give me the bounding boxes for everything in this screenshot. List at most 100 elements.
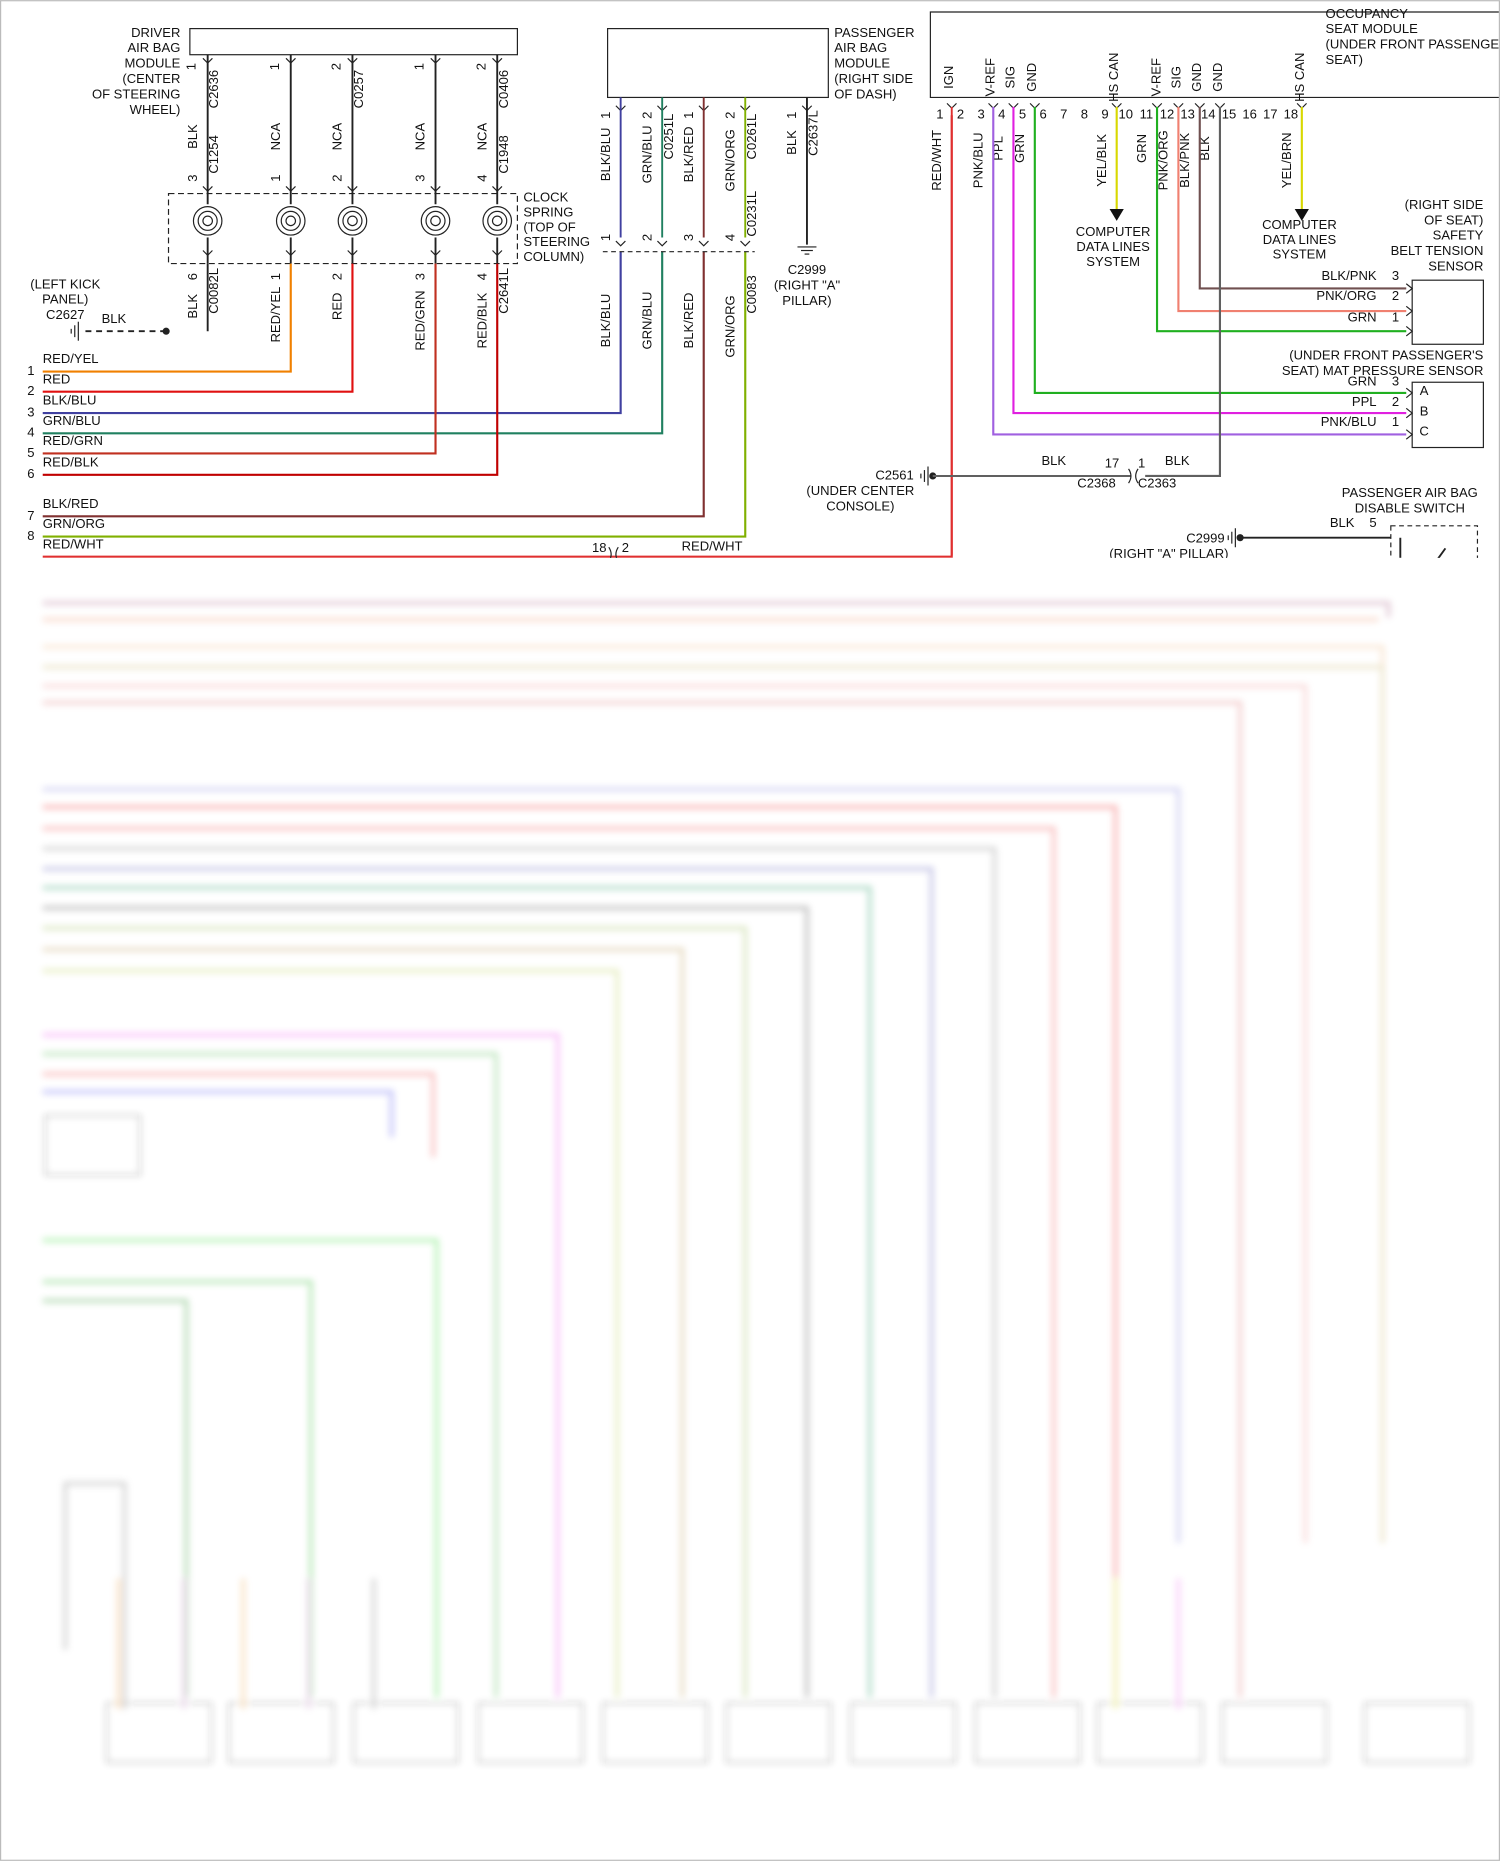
label: 3 bbox=[27, 405, 34, 420]
blurred-wire bbox=[42, 684, 1308, 1543]
box bbox=[44, 1115, 141, 1176]
wire bbox=[42, 251, 747, 538]
label: DRIVER bbox=[131, 25, 180, 40]
box bbox=[1097, 1702, 1203, 1763]
wire bbox=[1437, 547, 1447, 558]
label: BLK bbox=[1041, 453, 1066, 468]
label: 4 bbox=[722, 234, 737, 241]
label: (RIGHT "A" PILLAR) bbox=[1109, 546, 1228, 561]
label: BLK/BLU bbox=[598, 294, 613, 348]
pin bbox=[285, 57, 296, 64]
clock-spring-coil bbox=[337, 206, 368, 236]
label: RED/WHT bbox=[43, 536, 104, 551]
blurred-wire bbox=[42, 885, 872, 1698]
label: 3 bbox=[185, 174, 200, 181]
box bbox=[1364, 1702, 1470, 1763]
label: 2 bbox=[27, 383, 34, 398]
box bbox=[353, 1702, 459, 1763]
label: BELT TENSION bbox=[1391, 243, 1484, 258]
label: 16 bbox=[1242, 107, 1257, 122]
label: V-REF bbox=[1148, 58, 1163, 96]
clock-spring-coil bbox=[275, 206, 306, 236]
label: RED bbox=[43, 371, 71, 386]
label: GRN/ORG bbox=[722, 129, 737, 191]
label: BLK/RED bbox=[681, 293, 696, 349]
box bbox=[929, 11, 1499, 99]
label: 3 bbox=[413, 273, 428, 280]
wire bbox=[42, 263, 354, 393]
blurred-wire bbox=[42, 805, 1118, 1698]
blurred-wire bbox=[42, 969, 619, 1698]
label: 15 bbox=[1222, 107, 1237, 122]
label: RED/WHT bbox=[682, 539, 743, 554]
clock-spring-coil bbox=[192, 206, 223, 236]
clock-spring-coil bbox=[491, 215, 503, 227]
label: 1 bbox=[1138, 456, 1145, 471]
pin bbox=[202, 57, 213, 64]
box bbox=[1390, 525, 1479, 558]
label: NCA bbox=[474, 123, 489, 151]
label: 1 bbox=[784, 112, 799, 119]
label: RED/YEL bbox=[43, 351, 99, 366]
box bbox=[602, 1702, 708, 1763]
label: 8 bbox=[27, 528, 34, 543]
label: C2636 bbox=[206, 70, 221, 108]
label: COLUMN) bbox=[523, 249, 584, 264]
blurred-wire bbox=[42, 867, 934, 1698]
label: B bbox=[1420, 403, 1429, 418]
label: 5 bbox=[27, 445, 34, 460]
label: PPL bbox=[1352, 394, 1377, 409]
label: C1254 bbox=[206, 135, 221, 173]
label: COMPUTER bbox=[1262, 217, 1337, 232]
label: SAFETY bbox=[1433, 228, 1484, 243]
pin bbox=[698, 240, 709, 247]
pin bbox=[615, 240, 626, 247]
blurred-wire bbox=[42, 617, 1379, 622]
clock-spring-coil bbox=[420, 206, 451, 236]
label: GRN bbox=[1012, 134, 1027, 163]
blurred-wire bbox=[63, 1481, 127, 1709]
label: GRN bbox=[1348, 310, 1377, 325]
wire bbox=[42, 263, 437, 455]
label: C2637L bbox=[806, 110, 821, 156]
pin bbox=[285, 186, 296, 193]
pin bbox=[430, 250, 441, 257]
pin bbox=[430, 186, 441, 193]
label: 1 bbox=[598, 112, 613, 119]
label: BLK/RED bbox=[43, 496, 99, 511]
label: RED/YEL bbox=[268, 287, 283, 343]
label: COMPUTER bbox=[1076, 224, 1151, 239]
label: V-REF bbox=[982, 58, 997, 96]
pin bbox=[1405, 429, 1414, 440]
label: 2 bbox=[622, 540, 629, 555]
label: NCA bbox=[330, 123, 345, 151]
label: 1 bbox=[598, 234, 613, 241]
clock-spring-coil bbox=[347, 215, 358, 227]
label: GRN/ORG bbox=[43, 516, 105, 531]
label: C2641L bbox=[496, 268, 511, 314]
label: 1 bbox=[936, 107, 943, 122]
wire bbox=[1012, 106, 1407, 415]
pin bbox=[1405, 387, 1414, 399]
label: BLK bbox=[1197, 136, 1212, 161]
blurred-wire bbox=[42, 826, 1056, 1698]
box bbox=[1411, 381, 1484, 449]
clock-spring-coil bbox=[285, 215, 297, 227]
label: (CENTER bbox=[122, 71, 180, 86]
pin bbox=[1405, 283, 1414, 294]
label: 10 bbox=[1118, 107, 1133, 122]
label: WHEEL) bbox=[130, 102, 181, 117]
blurred-wire bbox=[42, 846, 997, 1698]
label: BLK bbox=[1330, 515, 1355, 530]
wire bbox=[992, 106, 1407, 436]
label: GRN bbox=[1348, 374, 1377, 389]
wire bbox=[1033, 106, 1407, 394]
label: 12 bbox=[1160, 107, 1175, 122]
label: (RIGHT SIDE bbox=[1405, 197, 1484, 212]
blurred-wire bbox=[42, 700, 1242, 1698]
label: NCA bbox=[413, 123, 428, 151]
label: BLK/BLU bbox=[43, 393, 97, 408]
label: RED/GRN bbox=[413, 290, 428, 350]
arrow bbox=[1294, 208, 1309, 221]
pin bbox=[202, 250, 213, 257]
